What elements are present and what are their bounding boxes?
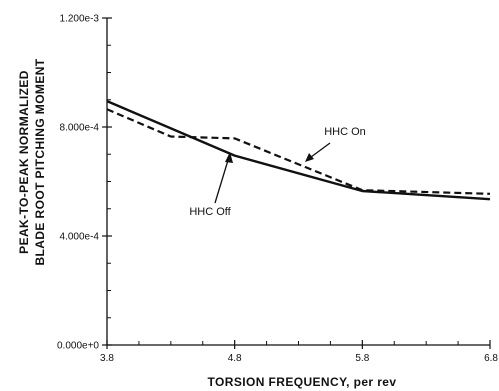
y-tick-label: 8.000e-4 [60,123,100,134]
annotation-arrowhead-hhc-off [225,152,233,163]
y-axis-label-line-1: PEAK-TO-PEAK NORMALIZED [17,70,31,254]
series-lines [106,99,491,201]
x-tick-label: 5.8 [355,353,369,364]
annotation-hhc-off: HHC Off [189,206,231,218]
series-line-hhc-on [106,108,491,195]
tick-marks [102,17,491,349]
y-axis-label-line-2: BLADE ROOT PITCHING MOMENT [33,58,47,265]
tick-labels: 0.000e+0 4.000e-4 8.000e-4 1.200e-3 3.8 4.8 5.… [57,14,498,365]
annotation-arrowhead-hhc-on [305,153,314,162]
axes [106,18,490,346]
x-tick-label: 3.8 [100,353,114,364]
x-tick-label: 4.8 [228,353,242,364]
x-tick-label: 6.8 [484,353,498,364]
series-line-hhc-off [106,99,491,201]
y-tick-label: 0.000e+0 [57,341,99,352]
annotation-hhc-on: HHC On [324,126,366,138]
y-tick-label: 4.000e-4 [60,232,100,243]
annotation-arrow-hhc-off [214,156,230,204]
x-axis-label: TORSION FREQUENCY, per rev [208,375,397,389]
annotations: HHC On HHC Off [189,126,365,218]
y-tick-label: 1.200e-3 [60,14,100,25]
